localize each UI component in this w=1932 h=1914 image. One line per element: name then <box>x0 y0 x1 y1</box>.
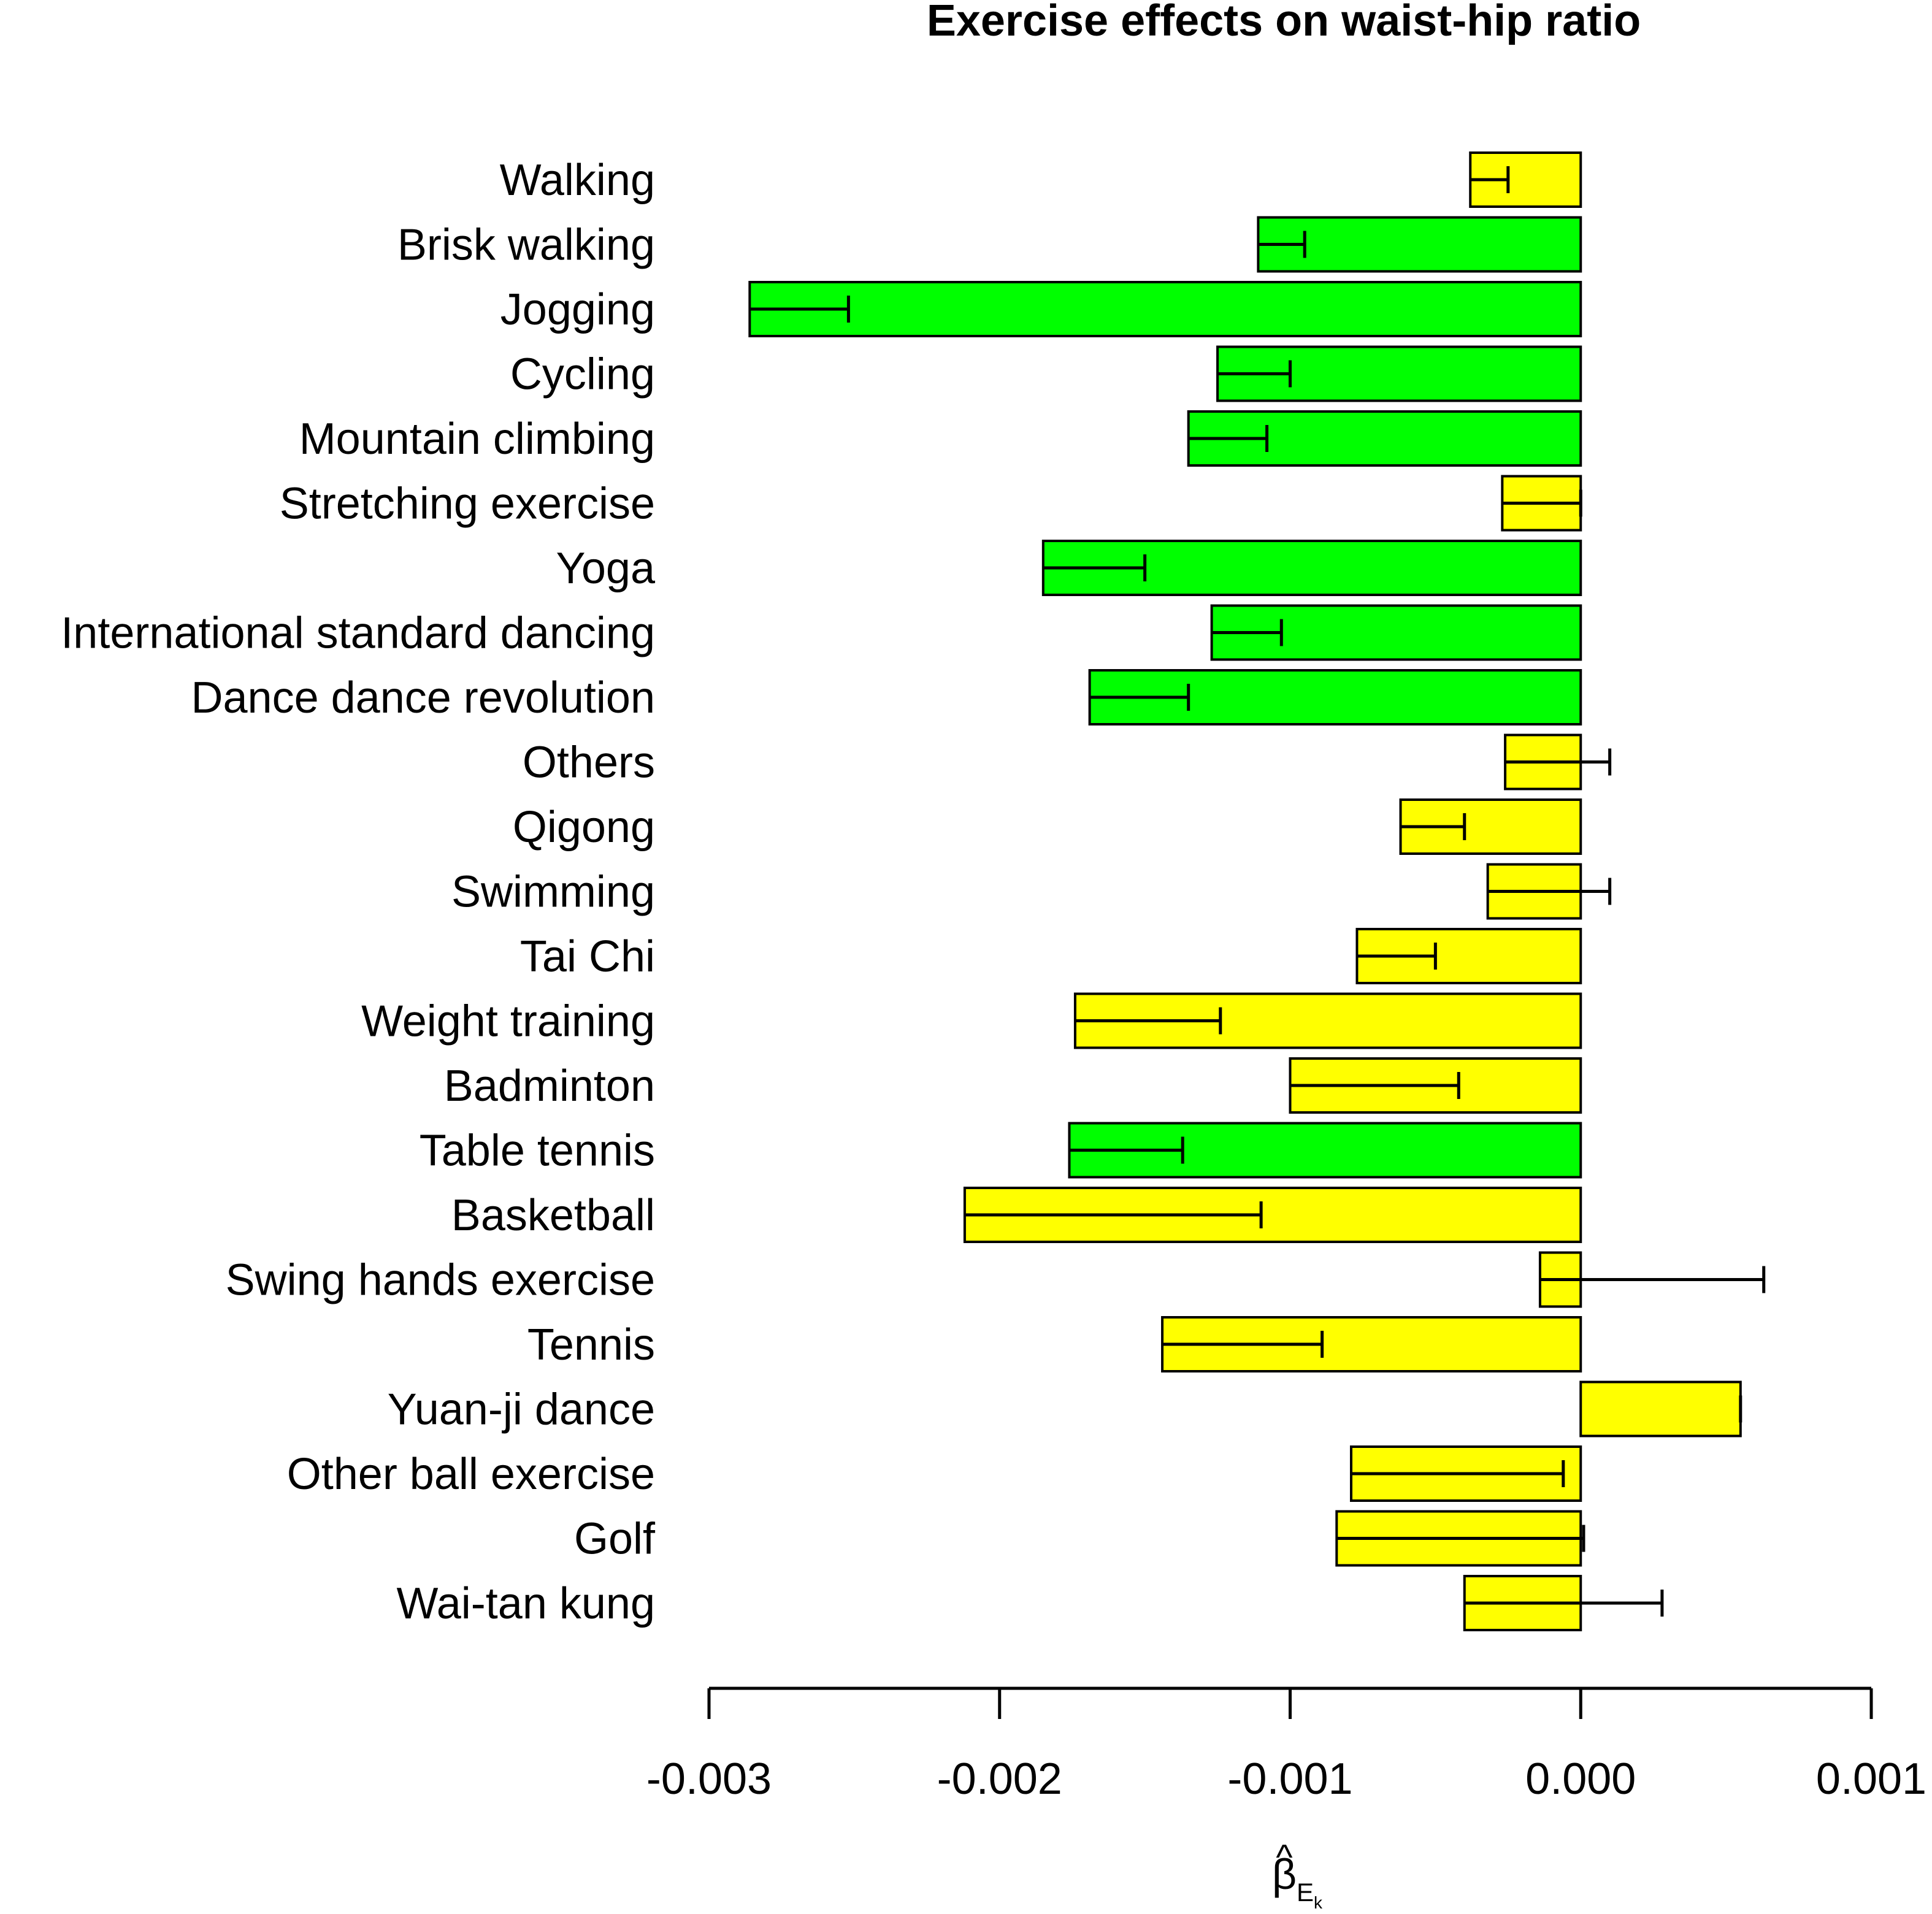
bars-layer <box>748 151 1742 1631</box>
category-label-10: Qigong <box>513 803 655 852</box>
category-label-11: Swimming <box>451 868 655 917</box>
category-label-0: Walking <box>500 156 655 205</box>
category-label-2: Jogging <box>500 285 655 334</box>
category-label-12: Tai Chi <box>520 932 655 981</box>
x-axis-label: ^ β E k <box>1272 1837 1323 1912</box>
bar-1 <box>1257 216 1582 273</box>
category-label-9: Others <box>523 738 655 787</box>
category-label-7: International standard dancing <box>61 609 655 658</box>
category-label-20: Other ball exercise <box>287 1450 655 1499</box>
category-label-13: Weight training <box>361 997 655 1046</box>
x-tick-label-4: 0.001 <box>1816 1755 1926 1804</box>
category-label-17: Swing hands exercise <box>226 1256 655 1305</box>
category-label-1: Brisk walking <box>397 221 655 270</box>
category-label-19: Yuan-ji dance <box>388 1385 655 1434</box>
x-tick-label-1: -0.002 <box>937 1755 1062 1804</box>
category-label-16: Basketball <box>451 1191 655 1240</box>
x-tick-label-2: -0.001 <box>1227 1755 1352 1804</box>
x-axis: -0.003 -0.002 -0.001 0.000 0.001 <box>646 1686 1926 1804</box>
x-tick-label-0: -0.003 <box>646 1755 772 1804</box>
error-bars-layer <box>749 166 1766 1617</box>
category-label-8: Dance dance revolution <box>191 673 656 722</box>
category-label-6: Yoga <box>556 544 656 593</box>
x-tick-label-3: 0.000 <box>1525 1755 1636 1804</box>
category-labels-layer: Walking Brisk walking Jogging Cycling Mounta… <box>61 156 656 1628</box>
category-label-4: Mountain climbing <box>299 415 655 464</box>
x-axis-label-accent: ^ <box>1276 1837 1292 1877</box>
x-axis-label-subscript: E <box>1297 1878 1314 1907</box>
x-axis-label-subsubscript: k <box>1314 1893 1323 1911</box>
category-label-21: Golf <box>574 1515 656 1564</box>
category-label-14: Badminton <box>444 1062 655 1111</box>
chart-title: Exercise effects on waist-hip ratio <box>927 0 1641 45</box>
x-axis-label-symbol: β <box>1272 1850 1297 1898</box>
bar-19 <box>1579 1380 1742 1437</box>
category-label-3: Cycling <box>510 350 655 399</box>
category-label-18: Tennis <box>527 1320 655 1369</box>
bar-2 <box>748 281 1582 337</box>
category-label-22: Wai-tan kung <box>396 1579 655 1628</box>
category-label-5: Stretching exercise <box>280 480 655 529</box>
category-label-15: Table tennis <box>420 1127 655 1176</box>
